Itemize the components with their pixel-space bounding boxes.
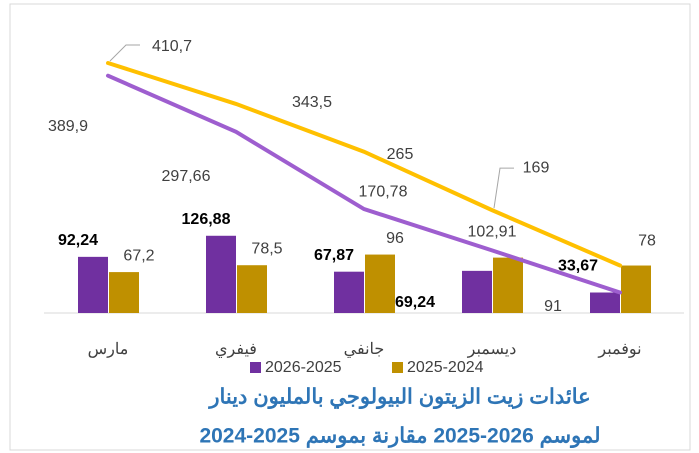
data-label: 170,78 (359, 183, 408, 200)
x-tick-label: جانفي (344, 341, 385, 358)
chart-subtitle: لموسم 2026-2025 مقارنة بموسم 2025-2024 (199, 425, 600, 449)
data-label: 265 (387, 146, 414, 163)
bar (334, 271, 364, 313)
data-label: 78,5 (251, 240, 282, 257)
legend-swatch (392, 362, 403, 373)
legend-label: 2025-2024 (407, 359, 484, 376)
data-label: 343,5 (292, 94, 332, 111)
bar (365, 254, 395, 313)
leader-line (493, 167, 514, 209)
data-label: 67,87 (314, 247, 354, 264)
bar (109, 272, 139, 313)
data-label: 126,88 (182, 211, 231, 228)
bar (78, 256, 108, 313)
bar (237, 265, 267, 313)
bar (206, 235, 236, 313)
data-label: 96 (386, 230, 404, 247)
data-label: 92,24 (58, 232, 98, 249)
chart-frame (9, 3, 691, 451)
bar (590, 292, 620, 313)
bar (493, 257, 523, 313)
data-label: 389,9 (48, 118, 88, 135)
data-label: 78 (638, 233, 656, 250)
data-label: 410,7 (152, 38, 192, 55)
x-tick-label: نوفمبر (597, 341, 641, 358)
bar (462, 270, 492, 313)
chart-title: عائدات زيت الزيتون البيولوجي بالمليون دي… (207, 386, 590, 410)
x-tick-label: فيفري (215, 341, 257, 358)
x-tick-label: ديسمبر (467, 341, 517, 358)
data-label: 67,2 (123, 247, 154, 264)
x-tick-label: مارس (88, 341, 129, 358)
legend-label: 2026-2025 (265, 359, 342, 376)
data-label: 69,24 (395, 294, 435, 311)
data-label: 102,91 (468, 224, 517, 241)
data-label: 169 (523, 159, 550, 176)
data-label: 91 (544, 298, 562, 315)
leader-line (109, 44, 140, 62)
data-label: 33,67 (558, 258, 598, 275)
bar (621, 265, 651, 313)
data-label: 297,66 (162, 168, 211, 185)
legend-swatch (250, 362, 261, 373)
line (106, 61, 622, 268)
line (106, 73, 622, 295)
